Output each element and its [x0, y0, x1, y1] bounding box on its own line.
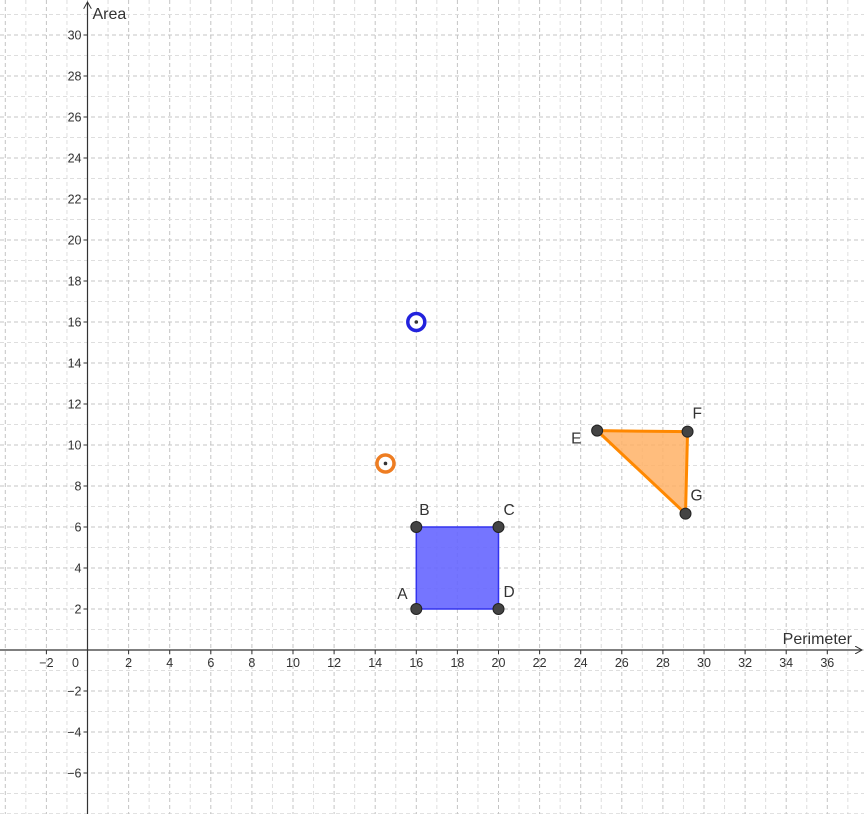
- x-axis-title: Perimeter: [783, 631, 853, 648]
- y-axis-title: Area: [93, 6, 127, 23]
- x-tick-label: 34: [779, 656, 793, 670]
- point-label-e: E: [571, 431, 581, 448]
- x-tick-label: 0: [72, 656, 79, 670]
- point-label-c: C: [504, 502, 515, 519]
- y-tick-label: −2: [67, 685, 81, 699]
- point-e[interactable]: [591, 424, 604, 437]
- x-tick-label: 28: [656, 656, 670, 670]
- x-tick-label: 32: [738, 656, 752, 670]
- triangle-perimeter-area-point-center: [383, 461, 388, 466]
- y-tick-label: 4: [75, 562, 82, 576]
- point-label-d: D: [504, 584, 515, 601]
- point-b[interactable]: [410, 521, 423, 533]
- square-perimeter-area-point-center: [414, 320, 419, 324]
- y-tick-label: 18: [68, 275, 82, 289]
- x-tick-label: 10: [286, 656, 300, 670]
- point-label-f: F: [693, 406, 702, 423]
- point-label-a: A: [397, 586, 408, 603]
- x-tick-label: 30: [697, 656, 711, 670]
- y-tick-label: 2: [75, 603, 82, 617]
- point-d[interactable]: [492, 603, 505, 615]
- x-tick-label: 24: [574, 656, 588, 670]
- y-tick-label: 8: [75, 480, 82, 494]
- y-tick-label: 12: [68, 398, 82, 412]
- y-tick-label: 30: [68, 29, 82, 43]
- x-tick-label: 36: [820, 656, 834, 670]
- point-a[interactable]: [410, 603, 423, 615]
- point-f[interactable]: [681, 425, 694, 438]
- point-label-b: B: [419, 502, 429, 519]
- x-tick-label: 4: [166, 656, 173, 670]
- y-tick-label: −4: [67, 726, 81, 740]
- x-tick-label: 22: [533, 656, 547, 670]
- shapes: [415, 429, 690, 610]
- point-c[interactable]: [492, 521, 505, 533]
- x-tick-label: 20: [492, 656, 506, 670]
- x-tick-label: 16: [409, 656, 423, 670]
- x-tick-label: 2: [125, 656, 132, 670]
- x-tick-label: −2: [39, 656, 53, 670]
- y-tick-label: −6: [67, 767, 81, 781]
- y-tick-label: 22: [68, 193, 82, 207]
- y-tick-label: 10: [68, 439, 82, 453]
- x-tick-label: 18: [450, 656, 464, 670]
- y-tick-label: 16: [68, 316, 82, 330]
- x-tick-label: 26: [615, 656, 629, 670]
- x-tick-label: 8: [248, 656, 255, 670]
- point-g[interactable]: [679, 507, 692, 520]
- tick-labels: −2 0 2 4 6 8 10 12 14 16 18 20 22 24 26 28 30 32 34 3630282…: [39, 29, 834, 781]
- y-tick-label: 26: [68, 111, 82, 125]
- square-abcd: [415, 526, 500, 610]
- triangle-efg: [595, 429, 690, 516]
- x-tick-label: 12: [327, 656, 341, 670]
- x-tick-label: 14: [368, 656, 382, 670]
- y-tick-label: 28: [68, 70, 82, 84]
- points: A B C D E F G: [375, 311, 703, 615]
- x-tick-label: 6: [207, 656, 214, 670]
- y-tick-label: 6: [75, 521, 82, 535]
- y-tick-label: 24: [68, 152, 82, 166]
- y-tick-label: 14: [68, 357, 82, 371]
- y-tick-label: 20: [68, 234, 82, 248]
- point-label-g: G: [691, 488, 703, 505]
